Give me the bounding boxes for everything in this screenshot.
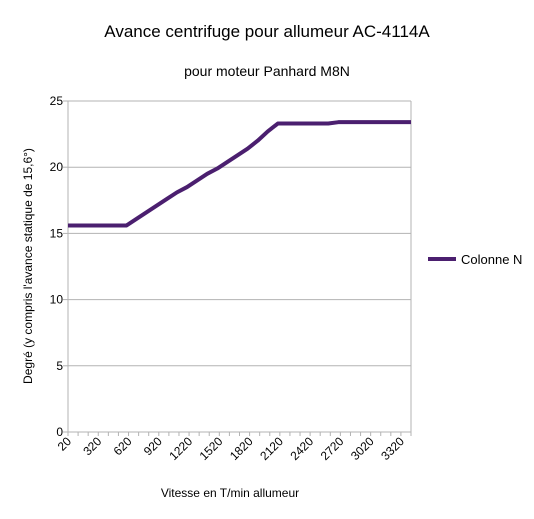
chart-title: Avance centrifuge pour allumeur AC-4114A [104, 22, 430, 41]
y-axis-title: Degré (y compris l'avance statique de 15… [21, 148, 35, 384]
x-tick-label: 1820 [227, 434, 256, 463]
x-axis-ticks: 20 320 620 920 1220 1520 1820 2120 2420 2720 3020 3… [55, 432, 412, 463]
y-tick-label: 15 [50, 226, 64, 240]
x-tick-label: 620 [111, 434, 135, 458]
series-line-colonne-n [68, 120, 411, 228]
x-tick-label: 2720 [318, 434, 347, 463]
x-tick-label: 320 [80, 434, 104, 458]
grid-lines [68, 100, 411, 433]
x-tick-label: 3320 [378, 434, 407, 463]
plot-frame [67, 101, 412, 433]
x-tick-label: 2420 [287, 434, 316, 463]
chart-subtitle: pour moteur Panhard M8N [184, 63, 350, 79]
x-tick-label: 2120 [257, 434, 286, 463]
x-tick-label: 3020 [348, 434, 377, 463]
legend: Colonne N [428, 252, 522, 267]
legend-label-colonne-n: Colonne N [461, 252, 522, 267]
y-tick-label: 0 [56, 425, 63, 439]
x-tick-label: 1220 [166, 434, 195, 463]
x-axis-title: Vitesse en T/min allumeur [161, 486, 299, 500]
series-layer [68, 120, 411, 228]
y-tick-label: 20 [50, 160, 64, 174]
y-tick-label: 25 [50, 94, 64, 108]
y-tick-label: 10 [50, 293, 64, 307]
x-tick-label: 920 [141, 434, 165, 458]
y-tick-label: 5 [56, 359, 63, 373]
x-tick-label: 1520 [197, 434, 226, 463]
y-axis-ticks: 0 5 10 15 20 25 [50, 94, 68, 439]
